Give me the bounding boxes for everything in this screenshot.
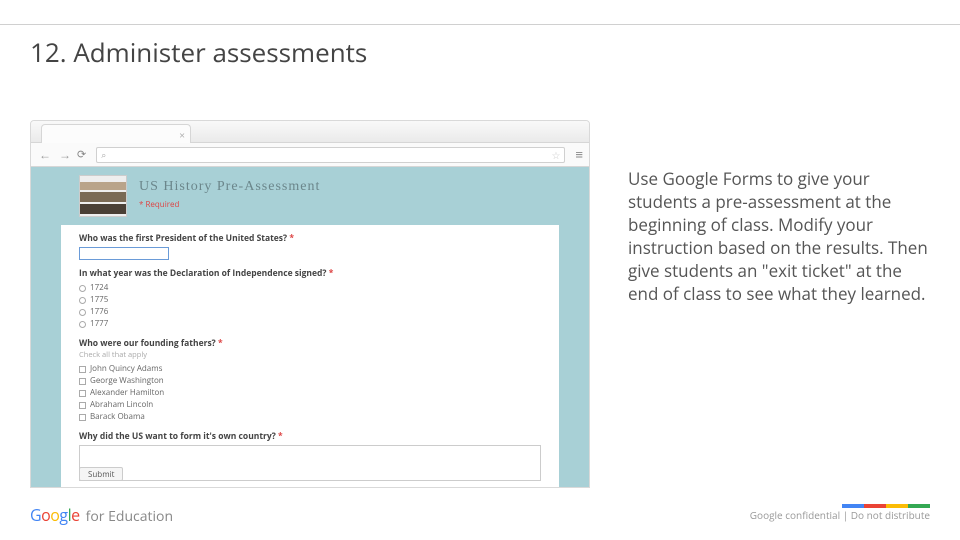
google-form: US History Pre-Assessment * Required Who… [61, 167, 559, 487]
q1-asterisk: * [289, 233, 294, 244]
browser-tabbar: × [31, 121, 589, 143]
radio-icon [79, 285, 86, 292]
radio-icon [79, 309, 86, 316]
required-note: * Required [139, 199, 320, 210]
q3-option[interactable]: George Washington [79, 375, 541, 387]
q1-text-input[interactable] [79, 247, 169, 260]
menu-icon[interactable]: ≡ [575, 148, 583, 161]
page-content: US History Pre-Assessment * Required Who… [31, 167, 589, 487]
q4-asterisk: * [278, 431, 283, 442]
body-paragraph: Use Google Forms to give your students a… [628, 168, 928, 306]
form-banner: US History Pre-Assessment * Required [61, 167, 559, 225]
q4-label: Why did the US want to form it's own cou… [79, 431, 276, 442]
google-for-education-logo: Google for Education [30, 504, 173, 526]
books-image [79, 175, 127, 217]
question-1: Who was the first President of the Unite… [79, 233, 541, 260]
question-2: In what year was the Declaration of Inde… [79, 268, 541, 330]
browser-tab[interactable]: × [41, 124, 191, 143]
footer: Google for Education Google confidential… [30, 504, 930, 526]
reload-icon[interactable]: ⟳ [77, 147, 86, 162]
browser-window: × ← → ⟳ ⌕ ☆ ≡ US History Pre-Assessment … [30, 120, 590, 488]
for-education-text: for Education [86, 507, 173, 526]
q2-option[interactable]: 1777 [79, 318, 541, 330]
close-icon[interactable]: × [179, 128, 185, 142]
q3-hint: Check all that apply [79, 350, 541, 360]
q2-asterisk: * [329, 268, 334, 279]
back-icon[interactable]: ← [37, 146, 53, 163]
address-bar[interactable]: ⌕ ☆ [96, 147, 565, 163]
q3-option[interactable]: Abraham Lincoln [79, 399, 541, 411]
checkbox-icon [79, 390, 86, 397]
checkbox-icon [79, 402, 86, 409]
q3-option[interactable]: Barack Obama [79, 411, 541, 423]
search-icon: ⌕ [101, 148, 106, 161]
top-rule [0, 24, 960, 25]
radio-icon [79, 321, 86, 328]
q2-option[interactable]: 1776 [79, 306, 541, 318]
q3-label: Who were our founding fathers? [79, 338, 216, 349]
q1-label: Who was the first President of the Unite… [79, 233, 287, 244]
checkbox-icon [79, 366, 86, 373]
q2-option[interactable]: 1775 [79, 294, 541, 306]
q2-option[interactable]: 1724 [79, 282, 541, 294]
checkbox-icon [79, 378, 86, 385]
question-4: Why did the US want to form it's own cou… [79, 431, 541, 481]
form-title: US History Pre-Assessment [139, 179, 320, 195]
q3-option[interactable]: Alexander Hamilton [79, 387, 541, 399]
question-3: Who were our founding fathers? * Check a… [79, 338, 541, 423]
google-wordmark: Google [30, 504, 80, 526]
submit-button[interactable]: Submit [79, 467, 123, 481]
confidential-note: Google confidential | Do not distribute [750, 508, 930, 522]
q2-label: In what year was the Declaration of Inde… [79, 268, 326, 279]
forward-icon[interactable]: → [57, 146, 73, 163]
slide-title: 12. Administer assessments [30, 34, 367, 70]
radio-icon [79, 297, 86, 304]
checkbox-icon [79, 414, 86, 421]
q3-asterisk: * [218, 338, 223, 349]
q3-option[interactable]: John Quincy Adams [79, 363, 541, 375]
q4-textarea[interactable] [79, 445, 541, 481]
star-icon[interactable]: ☆ [551, 148, 560, 162]
browser-toolbar: ← → ⟳ ⌕ ☆ ≡ [31, 143, 589, 167]
